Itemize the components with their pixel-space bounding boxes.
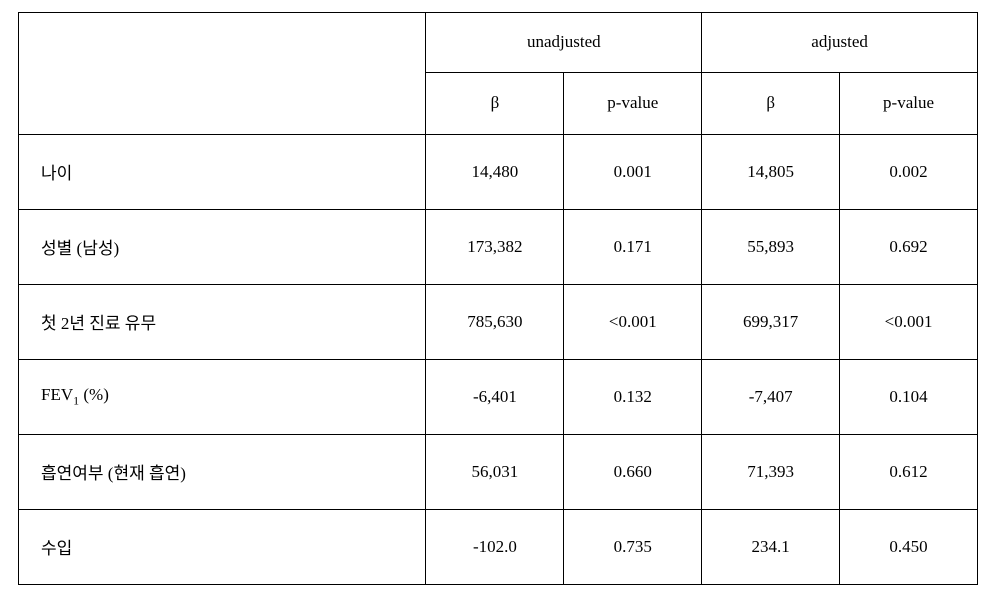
visit-beta-adj: 699,317	[702, 284, 840, 359]
pvalue-header-unadjusted: p-value	[564, 72, 702, 134]
income-p-adj: 0.450	[840, 509, 978, 584]
age-beta-unadj: 14,480	[426, 134, 564, 209]
smoking-beta-adj: 71,393	[702, 434, 840, 509]
fev1-beta-unadj: -6,401	[426, 359, 564, 434]
smoking-beta-unadj: 56,031	[426, 434, 564, 509]
fev1-p-adj: 0.104	[840, 359, 978, 434]
row-label-age: 나이	[19, 134, 426, 209]
adjusted-header: adjusted	[702, 12, 978, 72]
pvalue-header-adjusted: p-value	[840, 72, 978, 134]
visit-p-unadj: <0.001	[564, 284, 702, 359]
age-p-unadj: 0.001	[564, 134, 702, 209]
income-beta-adj: 234.1	[702, 509, 840, 584]
income-p-unadj: 0.735	[564, 509, 702, 584]
header-group-row: unadjusted adjusted	[19, 12, 978, 72]
income-beta-unadj: -102.0	[426, 509, 564, 584]
row-label-income: 수입	[19, 509, 426, 584]
row-label-sex: 성별 (남성)	[19, 209, 426, 284]
visit-p-adj: <0.001	[840, 284, 978, 359]
table-row: 흡연여부 (현재 흡연) 56,031 0.660 71,393 0.612	[19, 434, 978, 509]
unadjusted-header: unadjusted	[426, 12, 702, 72]
sex-p-adj: 0.692	[840, 209, 978, 284]
table-row: 성별 (남성) 173,382 0.171 55,893 0.692	[19, 209, 978, 284]
age-p-adj: 0.002	[840, 134, 978, 209]
row-label-smoking: 흡연여부 (현재 흡연)	[19, 434, 426, 509]
regression-table: unadjusted adjusted β p-value β p-value …	[18, 12, 978, 585]
sex-p-unadj: 0.171	[564, 209, 702, 284]
row-label-fev1: FEV1 (%)	[19, 359, 426, 434]
beta-header-unadjusted: β	[426, 72, 564, 134]
fev1-beta-adj: -7,407	[702, 359, 840, 434]
fev1-p-unadj: 0.132	[564, 359, 702, 434]
sex-beta-adj: 55,893	[702, 209, 840, 284]
visit-beta-unadj: 785,630	[426, 284, 564, 359]
smoking-p-adj: 0.612	[840, 434, 978, 509]
age-beta-adj: 14,805	[702, 134, 840, 209]
table-row: 첫 2년 진료 유무 785,630 <0.001 699,317 <0.001	[19, 284, 978, 359]
row-label-visit: 첫 2년 진료 유무	[19, 284, 426, 359]
table-row: FEV1 (%) -6,401 0.132 -7,407 0.104	[19, 359, 978, 434]
empty-corner-cell	[19, 12, 426, 134]
beta-header-adjusted: β	[702, 72, 840, 134]
smoking-p-unadj: 0.660	[564, 434, 702, 509]
table-row: 나이 14,480 0.001 14,805 0.002	[19, 134, 978, 209]
table-row: 수입 -102.0 0.735 234.1 0.450	[19, 509, 978, 584]
sex-beta-unadj: 173,382	[426, 209, 564, 284]
